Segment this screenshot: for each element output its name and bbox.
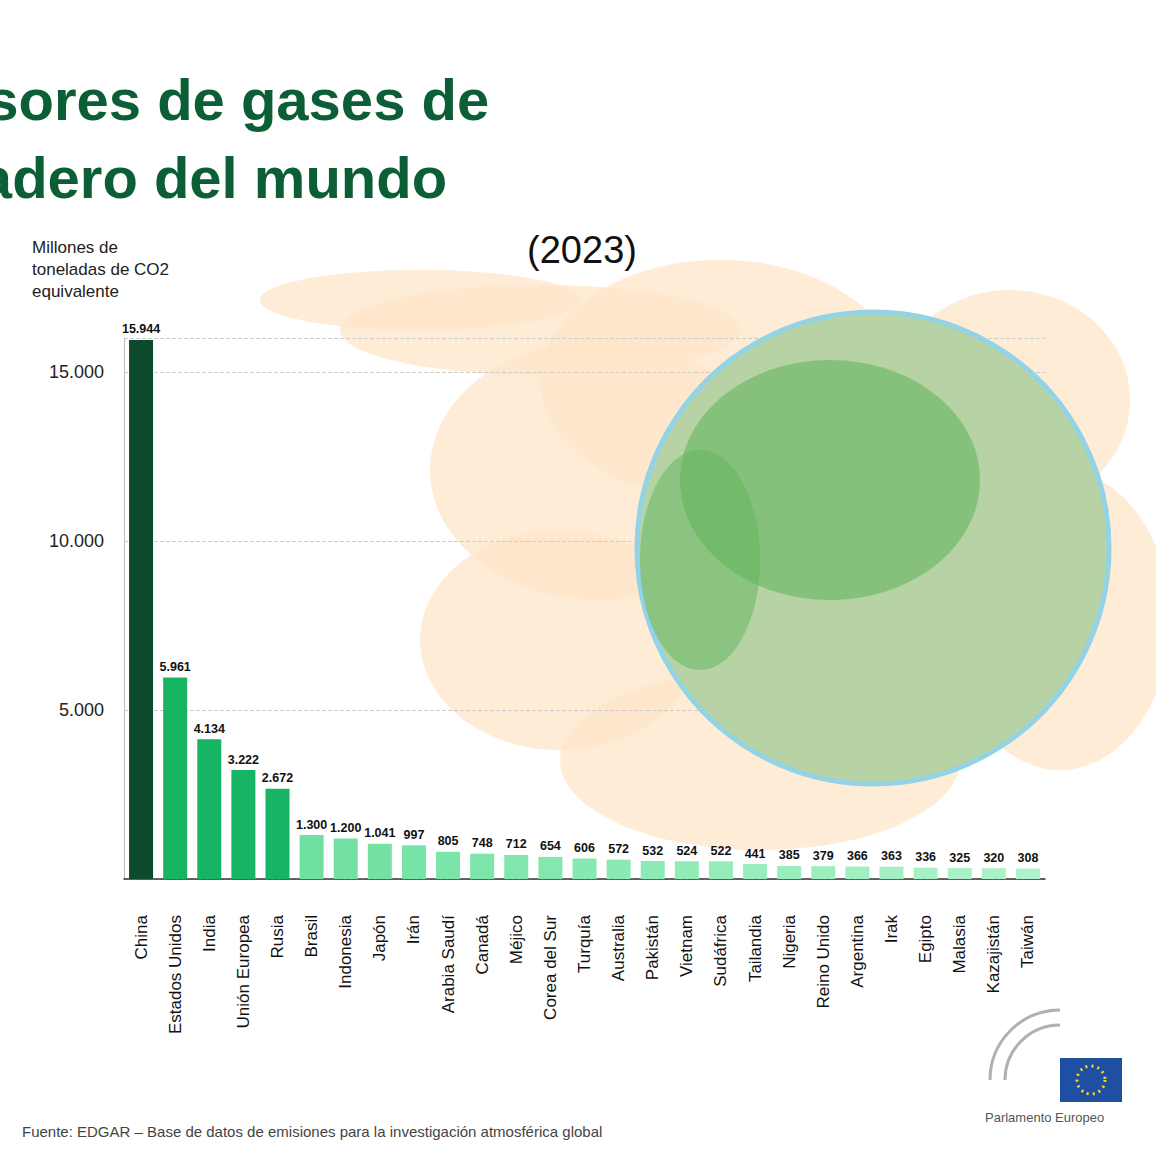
svg-text:China: China [132,914,151,959]
svg-text:366: 366 [847,849,868,863]
svg-text:Brasil: Brasil [302,915,321,958]
svg-text:748: 748 [472,836,493,850]
svg-text:308: 308 [1018,851,1039,865]
svg-text:5.961: 5.961 [160,660,191,674]
svg-text:336: 336 [915,850,936,864]
svg-text:(2023): (2023) [527,229,637,271]
svg-text:Irak: Irak [882,915,901,944]
svg-text:India: India [200,914,219,951]
svg-text:2.672: 2.672 [262,771,293,785]
svg-text:15.000: 15.000 [49,362,104,382]
svg-text:805: 805 [438,834,459,848]
svg-text:Irán: Irán [404,915,423,944]
svg-text:522: 522 [711,844,732,858]
svg-text:654: 654 [540,839,561,853]
svg-text:Kazajistán: Kazajistán [984,915,1003,993]
svg-text:Parlamento Europeo: Parlamento Europeo [985,1110,1104,1125]
svg-text:Malasia: Malasia [950,914,969,973]
svg-text:320: 320 [983,851,1004,865]
svg-text:Fuente: EDGAR – Base de datos: Fuente: EDGAR – Base de datos de emision… [22,1123,602,1140]
svg-text:3.222: 3.222 [228,753,259,767]
svg-text:equivalente: equivalente [32,282,119,301]
svg-text:Vietnam: Vietnam [677,915,696,977]
svg-text:Rusia: Rusia [268,914,287,958]
svg-text:997: 997 [404,828,425,842]
svg-text:606: 606 [574,841,595,855]
svg-text:385: 385 [779,848,800,862]
svg-text:363: 363 [881,849,902,863]
svg-text:572: 572 [608,842,629,856]
svg-text:4.134: 4.134 [194,722,225,736]
svg-text:325: 325 [949,851,970,865]
svg-text:Japón: Japón [370,915,389,961]
svg-text:Canadá: Canadá [473,914,492,974]
svg-text:Indonesia: Indonesia [336,914,355,988]
svg-text:Sudáfrica: Sudáfrica [711,914,730,986]
svg-text:Turquía: Turquía [575,914,594,973]
svg-text:Estados Unidos: Estados Unidos [166,915,185,1034]
svg-text:10.000: 10.000 [49,531,104,551]
svg-text:Nigeria: Nigeria [780,914,799,968]
svg-text:Tailandia: Tailandia [746,914,765,982]
svg-text:Corea del Sur: Corea del Sur [541,915,560,1020]
svg-text:532: 532 [642,844,663,858]
svg-text:Egipto: Egipto [916,915,935,963]
svg-text:Principales emisores de gases: Principales emisores de gases de [0,67,505,132]
svg-text:Méjico: Méjico [507,915,526,964]
svg-text:Arabia Saudí: Arabia Saudí [439,915,458,1014]
svg-text:1.041: 1.041 [364,826,395,840]
svg-text:441: 441 [745,847,766,861]
svg-text:Unión Europea: Unión Europea [234,914,253,1028]
svg-text:efecto invernadero del mundo: efecto invernadero del mundo [0,145,447,210]
svg-text:524: 524 [676,844,697,858]
svg-text:Pakistán: Pakistán [643,915,662,980]
svg-text:Millones de: Millones de [32,238,123,257]
svg-text:15.944: 15.944 [122,322,160,336]
svg-text:Reino Unido: Reino Unido [814,915,833,1009]
svg-text:712: 712 [506,837,527,851]
svg-text:Australia: Australia [609,914,628,981]
svg-text:1.300: 1.300 [296,818,327,832]
svg-text:Taiwán: Taiwán [1018,915,1037,968]
svg-text:Argentina: Argentina [848,914,867,987]
svg-text:5.000: 5.000 [59,700,104,720]
svg-text:379: 379 [813,849,834,863]
svg-text:1.200: 1.200 [330,821,361,835]
svg-text:toneladas de CO2: toneladas de CO2 [32,260,174,279]
